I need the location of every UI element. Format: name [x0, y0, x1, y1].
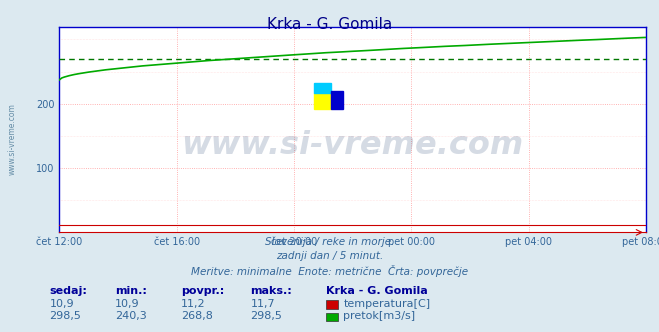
Text: 11,7: 11,7: [250, 299, 275, 309]
Bar: [331, 91, 343, 109]
Text: zadnji dan / 5 minut.: zadnji dan / 5 minut.: [276, 251, 383, 261]
Text: www.si-vreme.com: www.si-vreme.com: [8, 104, 17, 175]
Bar: [314, 83, 331, 93]
Text: 10,9: 10,9: [115, 299, 140, 309]
Text: Meritve: minimalne  Enote: metrične  Črta: povprečje: Meritve: minimalne Enote: metrične Črta:…: [191, 265, 468, 277]
Bar: [314, 93, 331, 109]
Text: 298,5: 298,5: [49, 311, 81, 321]
Text: 298,5: 298,5: [250, 311, 282, 321]
Text: Krka - G. Gomila: Krka - G. Gomila: [267, 17, 392, 32]
Text: maks.:: maks.:: [250, 286, 292, 296]
Text: pretok[m3/s]: pretok[m3/s]: [343, 311, 415, 321]
Text: 240,3: 240,3: [115, 311, 147, 321]
Text: povpr.:: povpr.:: [181, 286, 225, 296]
Text: www.si-vreme.com: www.si-vreme.com: [181, 130, 524, 161]
Text: 10,9: 10,9: [49, 299, 74, 309]
Text: Slovenija / reke in morje.: Slovenija / reke in morje.: [265, 237, 394, 247]
Text: 268,8: 268,8: [181, 311, 213, 321]
Text: 11,2: 11,2: [181, 299, 206, 309]
Text: Krka - G. Gomila: Krka - G. Gomila: [326, 286, 428, 296]
Text: min.:: min.:: [115, 286, 147, 296]
Text: sedaj:: sedaj:: [49, 286, 87, 296]
Text: temperatura[C]: temperatura[C]: [343, 299, 430, 309]
